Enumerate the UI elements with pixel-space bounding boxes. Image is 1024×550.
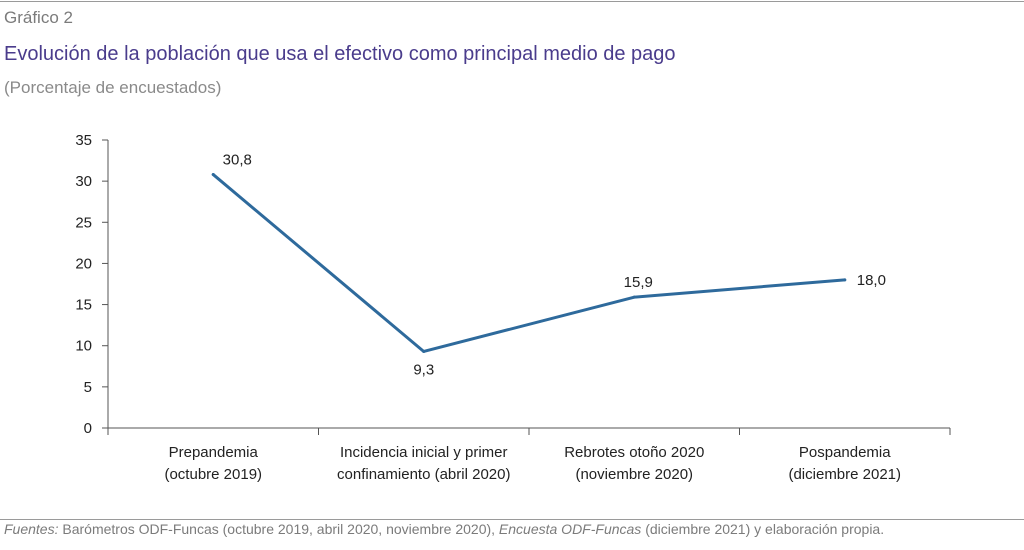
series: [211, 173, 847, 353]
series-line: [211, 173, 847, 353]
data-label: 18,0: [857, 272, 886, 289]
data-point: [211, 173, 215, 177]
y-tick-label: 0: [84, 420, 92, 437]
y-tick-label: 5: [84, 379, 92, 396]
bottom-rule: [0, 519, 1024, 520]
y-tick-label: 15: [75, 297, 92, 314]
x-category-label: Pospandemia: [799, 444, 891, 461]
x-category-label: (octubre 2019): [164, 466, 262, 483]
data-label: 15,9: [624, 274, 653, 291]
source-text-1: Barómetros ODF-Funcas (octubre 2019, abr…: [58, 521, 499, 537]
y-tick-label: 20: [75, 255, 92, 272]
y-tick-label: 25: [75, 214, 92, 231]
source-italic: Encuesta ODF-Funcas: [498, 521, 642, 537]
top-rule: [0, 1, 1024, 2]
data-point: [422, 349, 426, 353]
x-category-label: Incidencia inicial y primer: [340, 444, 508, 461]
x-axis: Prepandemia (octubre 2019) Incidencia inic…: [107, 427, 951, 483]
source-text-2: (diciembre 2021) y elaboración propia.: [641, 521, 885, 537]
x-category-label: (noviembre 2020): [575, 466, 693, 483]
chart-title: Evolución de la población que usa el efe…: [4, 43, 676, 65]
line-chart: 0 5 10 15 20 25 30 35 Prepandemia (octubre 2019)…: [75, 132, 951, 483]
data-label: 30,8: [223, 152, 252, 169]
x-category-label: Rebrotes otoño 2020: [564, 444, 704, 461]
figure-label: Gráfico 2: [4, 8, 73, 27]
source-note: Fuentes: Barómetros ODF-Funcas (octubre …: [4, 521, 884, 537]
data-point: [843, 278, 847, 282]
data-labels: 30,8 9,3 15,9 18,0: [223, 152, 886, 379]
x-category-label: confinamiento (abril 2020): [337, 466, 510, 483]
data-point: [632, 295, 636, 299]
y-axis: 0 5 10 15 20 25 30 35: [75, 132, 109, 437]
x-category-label: (diciembre 2021): [788, 466, 901, 483]
source-prefix: Fuentes:: [4, 521, 59, 537]
y-tick-label: 30: [75, 173, 92, 190]
data-label: 9,3: [413, 361, 434, 378]
y-tick-label: 35: [75, 132, 92, 149]
chart-subtitle: (Porcentaje de encuestados): [4, 78, 222, 97]
y-tick-label: 10: [75, 338, 92, 355]
x-category-label: Prepandemia: [169, 444, 259, 461]
